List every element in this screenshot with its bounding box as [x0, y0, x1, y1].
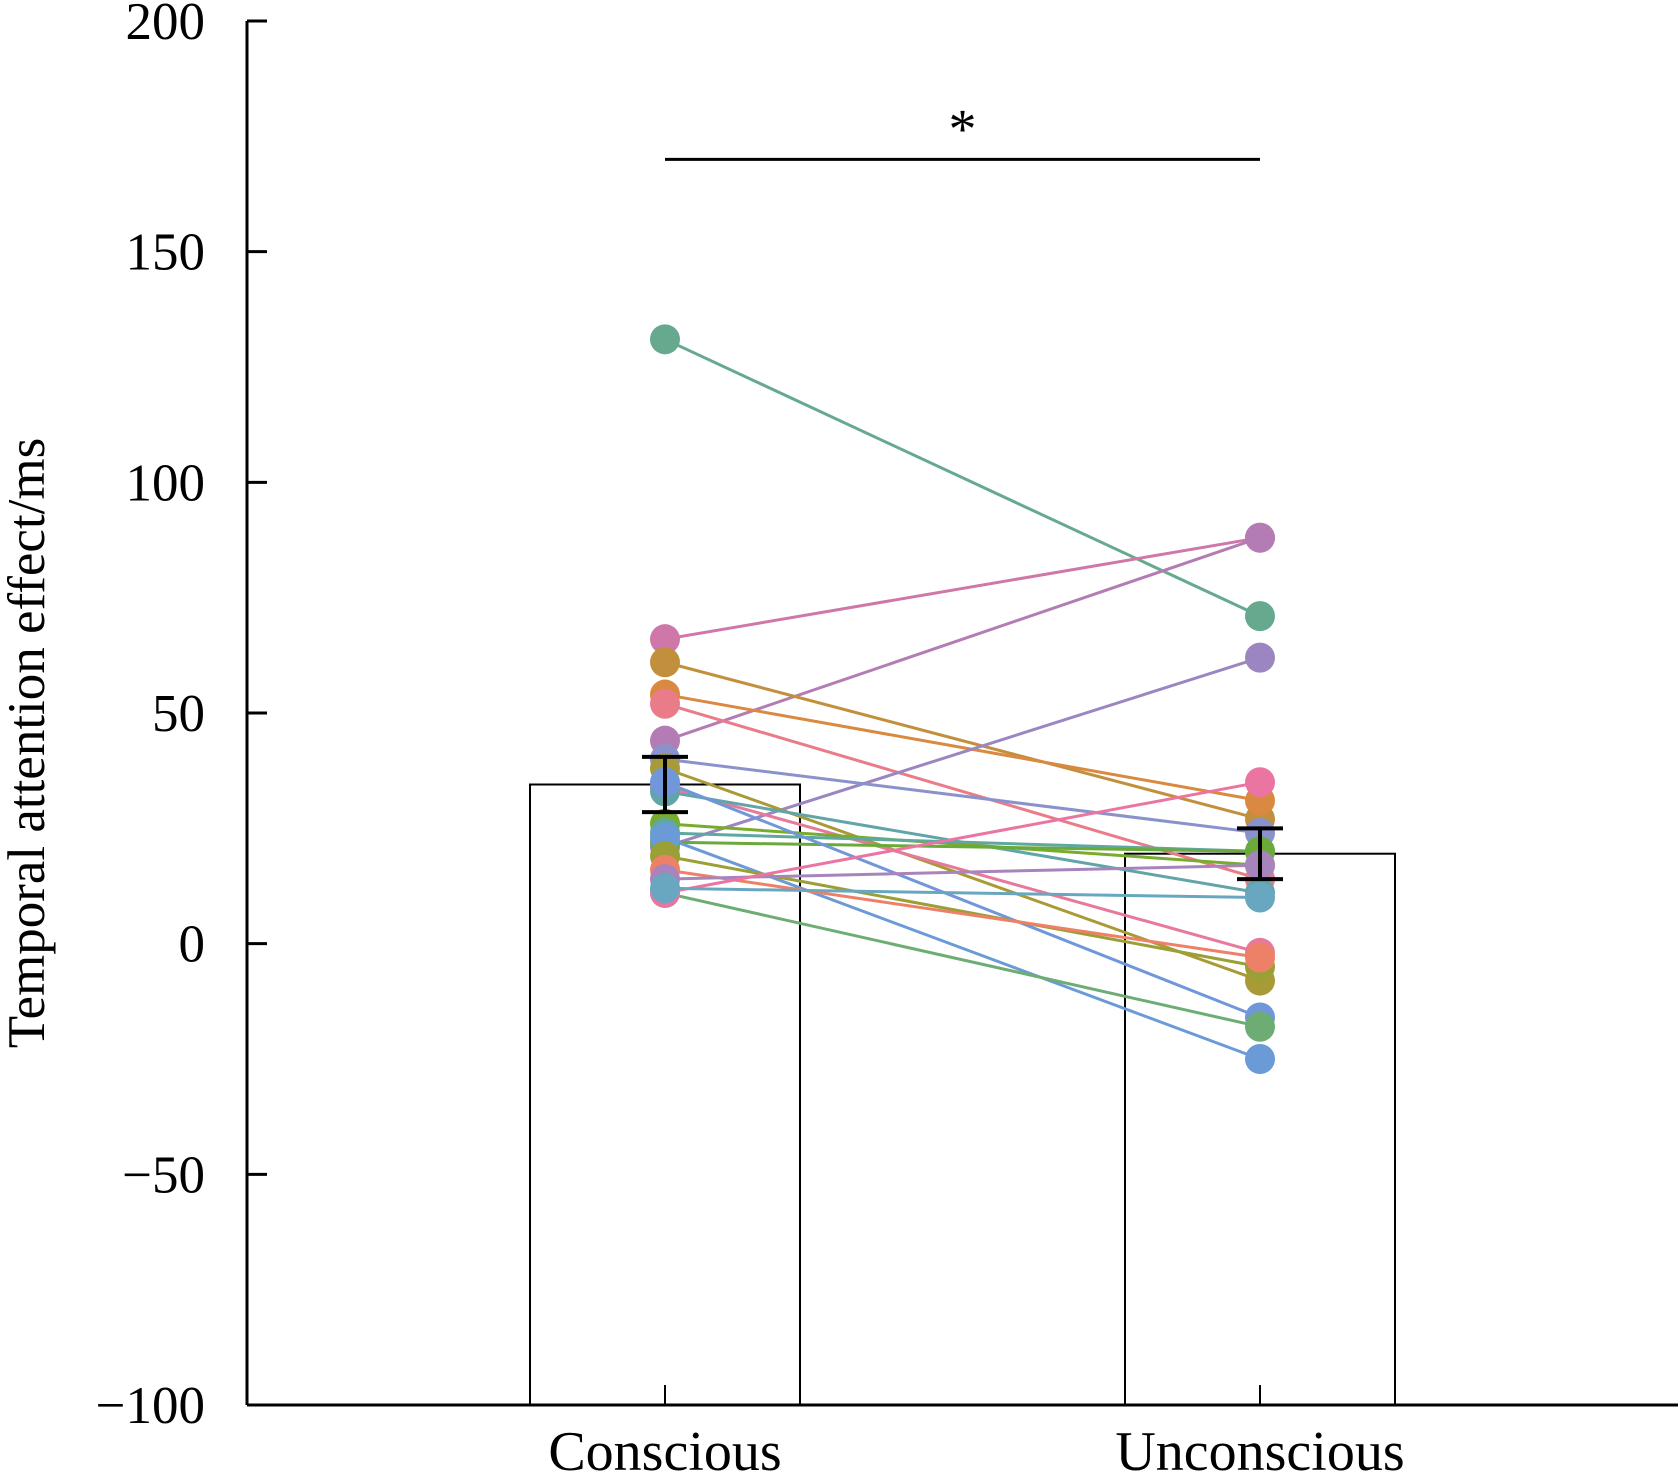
participant-point-conscious — [650, 647, 680, 678]
participant-line — [664, 831, 1261, 853]
participant-line — [664, 840, 1261, 853]
participant-line — [664, 757, 1261, 835]
participant-point-unconscious — [1245, 1011, 1275, 1042]
participant-point-conscious — [650, 688, 680, 719]
participant-point-unconscious — [1245, 942, 1275, 973]
participant-line — [664, 660, 1261, 821]
participant-point-conscious — [650, 624, 680, 655]
participant-line — [664, 891, 1261, 1029]
participant-line — [664, 868, 1261, 959]
x-tick-label-unconscious: Unconscious — [1115, 1421, 1404, 1474]
y-tick-label: 200 — [126, 0, 206, 51]
y-tick-label: 50 — [152, 685, 205, 743]
bar-unconscious — [1124, 852, 1396, 1406]
participant-point-unconscious — [1245, 1044, 1275, 1074]
participant-line — [664, 780, 1261, 1019]
participant-point-conscious — [650, 873, 680, 904]
participant-point-unconscious — [1245, 882, 1275, 913]
participant-point-unconscious — [1245, 642, 1275, 673]
y-axis-title: Temporal attention effect/ms — [0, 438, 56, 1048]
participant-line — [664, 863, 1261, 881]
significance-annotation: * — [665, 98, 1260, 161]
participant-line — [664, 822, 1261, 867]
y-tick-label: −100 — [96, 1377, 205, 1435]
participant-line — [664, 337, 1261, 618]
participant-line — [664, 766, 1261, 982]
participant-point-unconscious — [1245, 522, 1275, 553]
participant-point-unconscious — [1245, 601, 1275, 632]
participant-line — [664, 536, 1261, 743]
participant-line — [664, 886, 1261, 900]
y-ticks: −100 −50 0 50 100 150 200 — [96, 0, 267, 1435]
participant-points-layer — [650, 324, 1275, 1074]
axes-layer — [245, 21, 1678, 1407]
y-tick-label: 0 — [179, 916, 206, 974]
participant-point-unconscious — [1245, 767, 1275, 798]
y-tick-label: 100 — [126, 454, 206, 512]
participant-line — [664, 693, 1261, 803]
x-ticks: Conscious Unconscious — [548, 1385, 1405, 1474]
x-tick-label-conscious: Conscious — [548, 1421, 781, 1474]
participant-line — [664, 785, 1261, 955]
participant-line — [664, 536, 1261, 641]
y-tick-label: 150 — [126, 224, 206, 282]
participant-lines-layer — [664, 337, 1261, 1061]
significance-star: * — [949, 98, 977, 160]
participant-point-conscious — [650, 324, 680, 355]
y-tick-label: −50 — [122, 1146, 205, 1204]
participant-line — [664, 780, 1261, 895]
error-bars-layer — [642, 754, 1283, 882]
